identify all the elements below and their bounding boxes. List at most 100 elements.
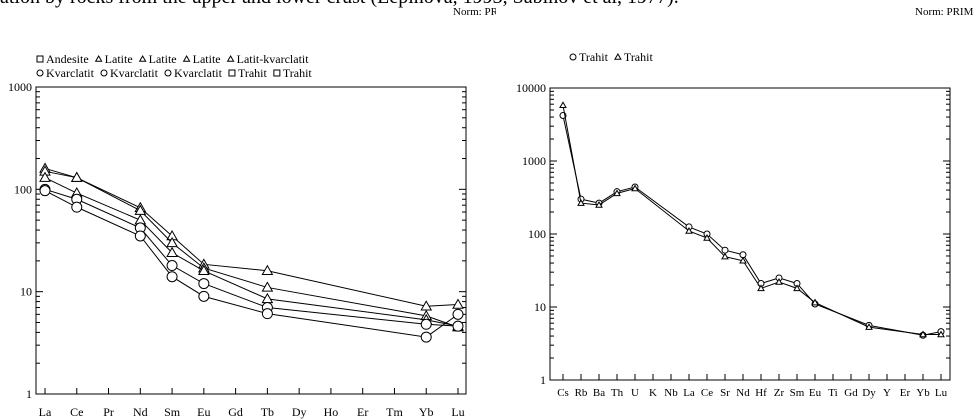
y-tick-label: 1000 (8, 80, 32, 94)
x-tick-label: Eu (197, 405, 210, 419)
series-line-5 (44, 190, 459, 338)
data-point (39, 171, 51, 182)
data-point (775, 277, 783, 285)
x-tick-label: Ba (593, 387, 605, 399)
legend-label: Trahit (238, 66, 268, 80)
x-tick-label: K (649, 387, 657, 399)
data-point (261, 264, 274, 276)
legend-label: Trahit (283, 66, 313, 80)
legend-label: Andesite (46, 52, 89, 66)
series-line-4 (44, 188, 459, 327)
x-tick-label: Yb (419, 405, 434, 419)
x-tick-label: Nd (736, 387, 750, 399)
legend-marker-triangle (94, 54, 103, 62)
data-point (452, 308, 464, 320)
data-point (721, 252, 729, 260)
data-point (739, 256, 747, 264)
data-point (452, 298, 464, 309)
legend-label: Kvarclatit (46, 66, 95, 80)
data-point (721, 246, 729, 254)
x-tick-label: U (631, 387, 639, 399)
data-point (197, 264, 210, 276)
x-tick-label: Nd (133, 405, 148, 419)
data-point (793, 284, 801, 292)
x-tick-label: Lu (935, 387, 948, 399)
data-point (757, 284, 765, 292)
legend-label: Latite (149, 52, 177, 66)
x-tick-label: Y (883, 387, 891, 399)
x-tick-label: Cs (557, 387, 569, 399)
y-tick-label: 100 (14, 182, 32, 196)
data-point (261, 281, 274, 292)
data-point (613, 189, 621, 197)
legend-marker-square (36, 55, 44, 63)
data-point (577, 199, 585, 206)
legend-marker-circle (164, 69, 172, 77)
x-tick-label: Dy (292, 405, 307, 419)
legend-marker-triangle (182, 54, 191, 62)
legend-marker-triangle (226, 54, 235, 62)
data-point (166, 271, 178, 283)
x-tick-label: Lu (451, 405, 464, 419)
x-tick-label: Tm (386, 405, 403, 419)
x-tick-label: Nb (664, 387, 678, 399)
data-point (559, 101, 567, 109)
data-point (166, 260, 178, 272)
legend-marker-circle (36, 69, 44, 77)
data-point (811, 298, 819, 306)
x-tick-label: Ho (324, 405, 339, 419)
series-line-3 (44, 177, 459, 327)
x-tick-label: Pr (103, 405, 114, 419)
legend-label: Latite (105, 52, 133, 66)
data-point (39, 185, 51, 197)
data-point (685, 226, 693, 234)
series-line-2 (562, 105, 941, 336)
x-tick-label: La (683, 387, 695, 399)
x-tick-label: Sr (720, 387, 730, 399)
legend-label: Trahit (624, 50, 654, 64)
legend-marker-circle (100, 69, 108, 77)
x-tick-label: Rb (575, 387, 588, 399)
x-tick-label: Ce (701, 387, 713, 399)
data-point (452, 320, 464, 332)
legend-label: Kvarclatit (174, 66, 223, 80)
x-tick-label: Tb (261, 405, 274, 419)
x-tick-label: Zr (774, 387, 785, 399)
x-tick-label: Ti (828, 387, 837, 399)
data-point (703, 234, 711, 241)
y-tick-label: 10000 (516, 81, 546, 95)
legend-marker-triangle (138, 54, 147, 62)
data-point (631, 184, 639, 192)
legend-label: Trahit (579, 50, 609, 64)
data-point (70, 171, 83, 182)
series-line-1 (562, 115, 942, 336)
plot-frame (35, 86, 467, 395)
series-line-2 (44, 170, 459, 328)
x-tick-label: Er (900, 387, 911, 399)
x-tick-label: Eu (809, 387, 822, 399)
x-tick-label: Th (611, 387, 624, 399)
x-tick-label: Sm (790, 387, 805, 399)
legend-marker-square (273, 69, 281, 77)
legend-marker-triangle (614, 52, 622, 60)
y-tick-label: 1000 (522, 154, 546, 168)
x-tick-label: Sm (164, 405, 181, 419)
y-tick-label: 10 (534, 300, 546, 314)
y-tick-label: 10 (20, 285, 32, 299)
data-point (595, 200, 603, 208)
legend-marker-circle (569, 53, 577, 61)
x-tick-label: Er (357, 405, 368, 419)
data-point (937, 330, 945, 338)
x-tick-label: Gd (844, 387, 858, 399)
data-point (198, 278, 210, 290)
legend-marker-square (228, 69, 236, 77)
data-point (261, 308, 273, 320)
legend-label: Kvarclatit (110, 66, 159, 80)
data-point (420, 318, 432, 330)
data-point (71, 201, 83, 213)
legend-label: Latite (193, 52, 221, 66)
data-point (865, 323, 873, 330)
data-point (198, 290, 210, 302)
